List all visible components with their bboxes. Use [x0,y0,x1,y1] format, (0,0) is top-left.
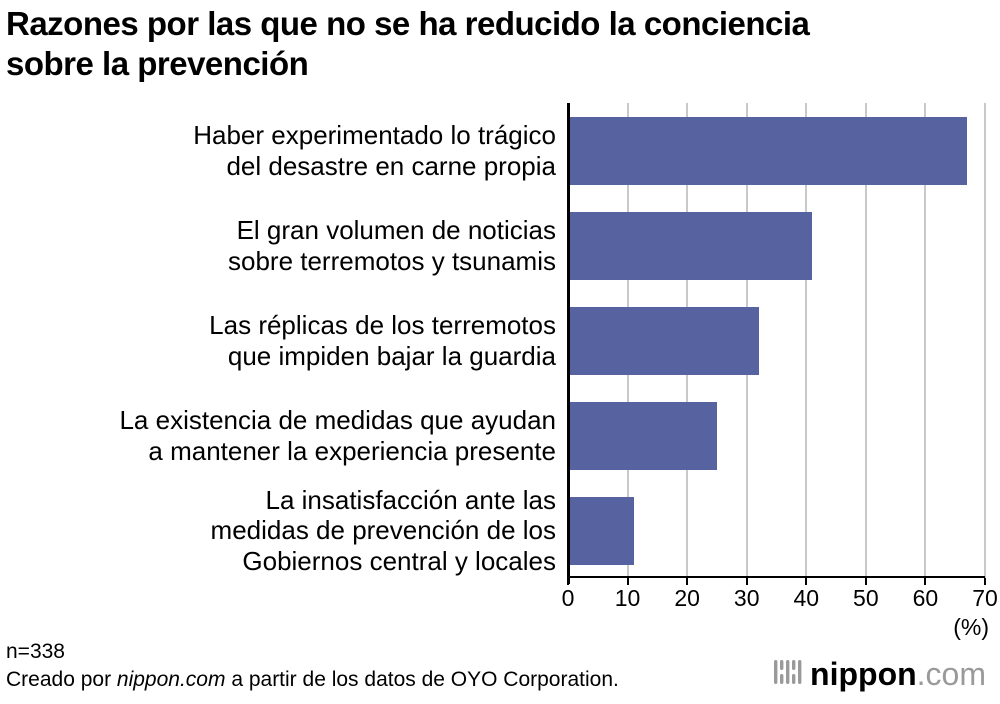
credit-prefix: Creado por [6,667,117,691]
x-axis-unit-label: (%) [953,614,989,641]
gridline [864,103,867,579]
logo-tld: .com [916,656,986,693]
logo-text: nippon.com [810,658,986,690]
bar-row [568,293,985,388]
bar [568,401,717,470]
x-axis-line [568,576,985,579]
bar-row [568,388,985,483]
bar-row [568,103,985,198]
nippon-bars-icon [773,657,803,692]
logo-name: nippon [810,656,917,693]
sample-size: n=338 [6,640,65,664]
category-label: Haber experimentado lo trágico del desas… [193,120,556,181]
bar [568,211,813,280]
bar-row [568,198,985,293]
footer-text: n=338 Creado por nippon.com a partir de … [6,638,619,693]
tick-mark [745,578,748,586]
plot-area: 0 10 20 30 40 50 60 70 (%) [562,103,998,639]
gridline [924,103,927,579]
nippon-logo: nippon.com [773,657,986,694]
bar-row [568,483,985,578]
tick-label: 50 [853,585,879,612]
category-label: La insatisfacción ante las medidas de pr… [210,484,556,577]
tick-mark [686,578,689,586]
tick-mark [626,578,629,586]
tick-label: 40 [793,585,820,612]
chart-title: Razones por las que no se ha reducido la… [6,5,810,82]
gridline [805,103,808,579]
category-label: Las réplicas de los terremotos que impid… [209,310,556,371]
bar-chart: Haber experimentado lo trágico del desas… [6,103,1000,639]
footer: n=338 Creado por nippon.com a partir de … [6,638,1000,693]
tick-label: 70 [972,585,998,612]
bar [568,496,634,565]
tick-label: 30 [733,585,760,612]
category-label: La existencia de medidas que ayudan a ma… [119,405,556,466]
bar [568,306,759,375]
x-axis-ticks: 0 10 20 30 40 50 60 70 [562,103,998,610]
gridline [984,103,986,579]
bars-layer [568,103,985,578]
credit-line: Creado por nippon.com a partir de los da… [6,666,619,694]
tick-mark [924,578,927,586]
tick-mark [984,578,986,586]
category-labels: Haber experimentado lo trágico del desas… [6,103,568,578]
category-label: El gran volumen de noticias sobre terrem… [227,215,556,276]
credit-suffix: a partir de los datos de OYO Corporation… [225,667,619,691]
y-axis-line [567,103,570,585]
tick-label: 60 [912,585,939,612]
tick-label: 10 [614,585,641,612]
tick-mark [805,578,808,586]
credit-source: nippon.com [116,667,226,691]
tick-label: 20 [674,585,700,612]
bar [568,116,968,185]
tick-mark [864,578,867,586]
tick-label: 0 [561,585,575,612]
